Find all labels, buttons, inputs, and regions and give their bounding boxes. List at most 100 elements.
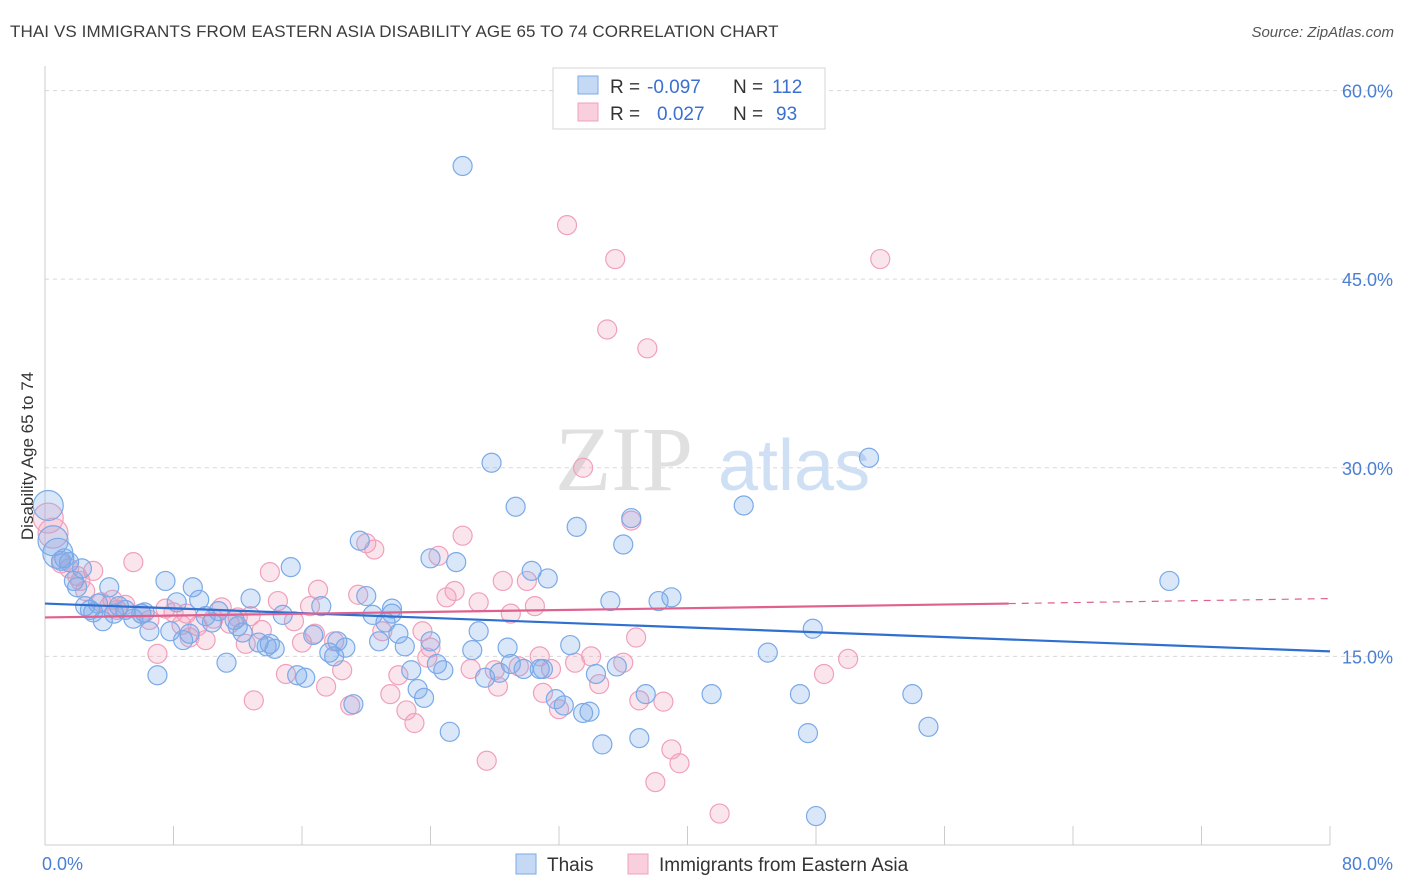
thais-point-54 (401, 660, 422, 681)
y-tick-label-1: 30.0% (1342, 459, 1393, 479)
thais-point-77 (566, 516, 587, 537)
thais-point-20 (155, 570, 176, 592)
immigrants-point-67 (572, 457, 594, 478)
x-tick-labels: 0.0% 80.0% (42, 854, 1393, 874)
thais-point-73 (537, 568, 558, 589)
thais-point-86 (629, 728, 650, 749)
thais-point-105 (227, 616, 248, 637)
thais-point-110 (324, 646, 345, 667)
immigrants-point-83 (870, 248, 891, 270)
immigrants-point-57 (492, 570, 513, 592)
bottom-legend-immigrants: Immigrants from Eastern Asia (659, 855, 909, 876)
immigrants-point-43 (380, 684, 401, 705)
thais-point-89 (661, 587, 682, 608)
thais-point-32 (240, 588, 261, 609)
thais-point-53 (394, 636, 415, 657)
watermark: ZIP atlas (555, 408, 870, 510)
thais-point-82 (600, 590, 621, 612)
axes (44, 66, 1331, 846)
thais-point-95 (802, 618, 823, 639)
thais-point-59 (433, 660, 454, 681)
thais-point-85 (621, 507, 642, 529)
watermark-zip: ZIP (555, 408, 693, 510)
immigrants-point-77 (653, 691, 674, 712)
immigrants-point-79 (669, 753, 690, 774)
thais-point-88 (648, 590, 669, 612)
thais-point-69 (505, 496, 526, 517)
immigrants-point-31 (283, 611, 305, 632)
bottom-legend-swatch-thais (515, 853, 537, 875)
thais-point-18 (139, 621, 160, 642)
immigrants-point-88 (304, 623, 325, 644)
thais-point-68 (497, 637, 518, 658)
thais-point-62 (452, 155, 473, 177)
thais-point-100 (1159, 570, 1180, 592)
y-axis-label: Disability Age 65 to 74 (18, 372, 37, 540)
thais-point-46 (349, 530, 370, 551)
thais-point-61 (446, 551, 467, 573)
x-tick-label-0: 0.0% (42, 854, 83, 874)
thais-point-41 (311, 595, 332, 617)
y-tick-label-0: 15.0% (1342, 647, 1393, 667)
legend-swatch-immigrants (577, 102, 599, 122)
watermark-atlas: atlas (718, 426, 870, 506)
y-tick-label-2: 45.0% (1342, 270, 1393, 290)
immigrants-point-70 (597, 319, 618, 340)
immigrants-point-34 (307, 579, 329, 600)
immigrants-point-60 (516, 570, 537, 592)
thais-point-109 (420, 631, 441, 652)
thais-point-4 (58, 551, 80, 573)
immigrants-point-44 (388, 665, 409, 686)
immigrants-point-55 (476, 750, 497, 771)
trend-line-dashed-1 (1008, 597, 1331, 605)
immigrants-point-30 (275, 663, 297, 685)
bottom-legend-swatch-immigrants (627, 853, 649, 875)
immigrants-point-61 (524, 595, 546, 617)
y-tick-label-3: 60.0% (1342, 82, 1393, 102)
immigrants-point-28 (259, 562, 280, 583)
thais-point-75 (553, 695, 574, 716)
trend-line-1 (44, 602, 1009, 619)
thais-point-74 (545, 689, 566, 710)
correlation-legend: R = -0.097 N = 112 R = 0.027 N = 93 (552, 67, 826, 130)
thais-point-19 (147, 665, 168, 686)
chart-title: THAI VS IMMIGRANTS FROM EASTERN ASIA DIS… (10, 22, 779, 41)
immigrants-point-92 (625, 627, 647, 648)
thais-point-47 (356, 585, 377, 607)
thais-point-7 (71, 558, 93, 579)
immigrants-point-54 (468, 592, 489, 613)
thais-point-5 (63, 570, 85, 592)
immigrants-point-11 (123, 551, 144, 573)
thais-point-38 (287, 665, 308, 686)
thais-point-98 (902, 684, 923, 705)
immigrants-point-1 (37, 517, 69, 549)
immigrants-point-58 (500, 603, 521, 624)
immigrants-point-72 (613, 652, 634, 673)
thais-point-45 (343, 694, 364, 715)
thais-point-79 (579, 701, 600, 722)
thais-point-92 (757, 642, 778, 663)
immigrants-point-68 (581, 646, 602, 667)
thais-point-29 (216, 652, 237, 673)
thais-point-37 (280, 557, 301, 578)
thais-point-96 (805, 805, 827, 827)
trend-line-0 (44, 602, 1331, 653)
immigrants-point-65 (556, 215, 578, 236)
immigrants-point-47 (412, 621, 433, 642)
y-tick-labels: 15.0% 30.0% 45.0% 60.0% (1342, 82, 1393, 668)
immigrants-point-63 (540, 658, 562, 680)
thais-point-93 (789, 684, 811, 705)
thais-point-80 (585, 663, 607, 685)
thais-point-87 (635, 684, 656, 705)
immigrants-point-39 (348, 584, 369, 605)
legend-swatch-thais (577, 75, 599, 95)
thais-point-0 (32, 489, 64, 522)
immigrants-point-33 (299, 595, 321, 617)
immigrants-point-71 (605, 248, 626, 270)
thais-point-97 (858, 447, 880, 468)
immigrants-point-82 (838, 648, 859, 670)
gridlines (45, 90, 1392, 657)
thais-point-99 (918, 716, 939, 737)
thais-point-76 (560, 634, 581, 656)
